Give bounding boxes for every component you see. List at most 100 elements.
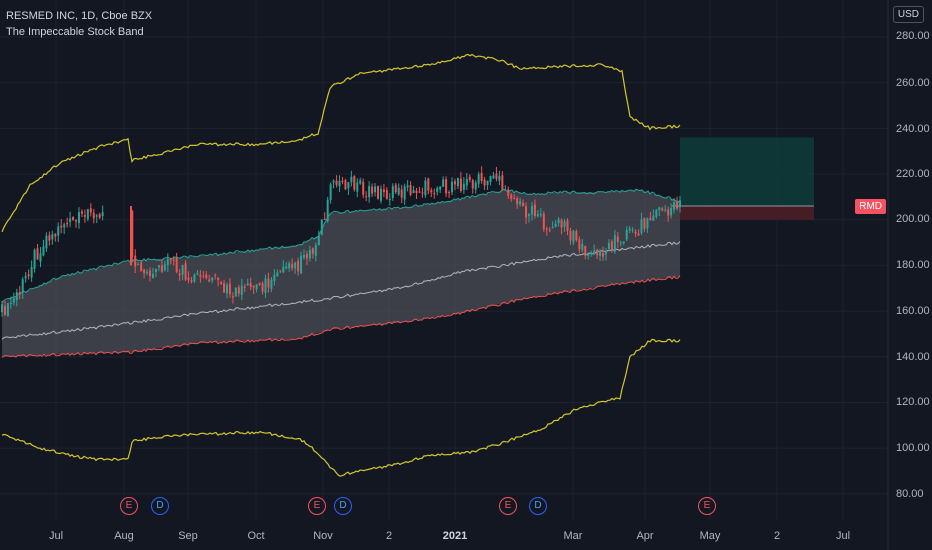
candle-body (95, 215, 98, 217)
candle (604, 247, 607, 261)
candle-body (72, 217, 75, 221)
earnings-event-marker[interactable]: E (698, 497, 716, 515)
candle (196, 270, 199, 276)
candle (160, 260, 163, 274)
candle (602, 246, 605, 261)
candle (415, 187, 418, 199)
candle (255, 283, 258, 293)
candle-body (542, 213, 545, 230)
candle-body (442, 179, 445, 187)
candle-body (36, 248, 39, 260)
candle (154, 268, 157, 278)
earnings-event-marker[interactable]: E (308, 497, 326, 515)
candle (522, 199, 525, 207)
candle-body (181, 265, 184, 275)
candle (548, 227, 551, 233)
candle (276, 269, 279, 277)
candle (368, 181, 371, 203)
candle (305, 250, 308, 266)
candle-body (607, 243, 610, 249)
candle (6, 302, 9, 317)
candle (282, 260, 285, 274)
candle (382, 183, 385, 198)
candle-body (154, 268, 157, 273)
candle-body (593, 250, 596, 254)
candle-body (575, 231, 578, 241)
candle (1, 300, 3, 317)
candle (613, 229, 616, 254)
candle (302, 249, 305, 260)
candle-body (101, 212, 104, 216)
candle (264, 274, 267, 298)
candle-body (427, 178, 430, 191)
lower-band-line (1, 275, 681, 358)
dividend-event-marker[interactable]: D (334, 497, 352, 515)
candle-body (240, 285, 243, 295)
candle-body (130, 206, 132, 266)
candle-body (465, 178, 468, 186)
candle (649, 211, 652, 221)
candle (83, 209, 86, 223)
candle-body (184, 263, 187, 280)
candle-body (480, 172, 483, 181)
x-tick-label: Oct (247, 530, 265, 542)
candle-body (249, 283, 252, 287)
earnings-event-marker[interactable]: E (120, 497, 138, 515)
candle (39, 246, 42, 268)
candle (190, 276, 193, 284)
candle (208, 274, 211, 283)
candle (477, 171, 480, 188)
candle (418, 186, 421, 194)
candle-body (335, 180, 338, 185)
candle-body (679, 200, 681, 208)
candle-body (486, 180, 489, 186)
candle (679, 195, 681, 213)
candle (66, 217, 69, 228)
candle (220, 280, 223, 285)
candle-body (273, 274, 276, 281)
x-tick-label: Jul (835, 530, 851, 542)
candle (261, 281, 264, 295)
candle-body (317, 235, 320, 246)
symbol-title[interactable]: RESMED INC, 1D, Cboe BZX (6, 10, 153, 22)
target-zone[interactable] (680, 137, 814, 207)
candle-body (557, 219, 560, 224)
candle (560, 218, 563, 235)
indicator-title[interactable]: The Impeccable Stock Band (6, 26, 144, 38)
candle (300, 251, 303, 274)
candle (273, 269, 276, 286)
candle-body (379, 188, 382, 201)
candle (528, 212, 531, 223)
currency-button[interactable]: USD (892, 6, 924, 23)
stop-zone[interactable] (680, 206, 814, 220)
candle (157, 264, 160, 272)
candle (353, 175, 356, 192)
candle-body (528, 214, 531, 216)
candle (285, 262, 288, 270)
candle (98, 212, 101, 220)
candle (45, 232, 48, 252)
candle-body (234, 287, 237, 297)
candle (205, 270, 208, 280)
candle-body (160, 265, 163, 272)
y-tick-label: 280.00 (896, 30, 930, 42)
candle (308, 245, 311, 262)
dividend-event-marker[interactable]: D (529, 497, 547, 515)
candle-body (15, 292, 18, 301)
candle-body (60, 225, 63, 228)
candle-body (311, 248, 314, 254)
candle (80, 209, 83, 218)
candle (427, 177, 430, 195)
dividend-event-marker[interactable]: D (151, 497, 169, 515)
candle-body (86, 209, 89, 219)
candle-body (134, 255, 137, 267)
candle-body (243, 286, 246, 288)
candle (377, 185, 380, 200)
candle-body (519, 200, 522, 205)
candle-body (548, 229, 551, 231)
candle-body (356, 182, 359, 192)
earnings-event-marker[interactable]: E (499, 497, 517, 515)
candle-body (302, 255, 305, 258)
candle-body (371, 186, 374, 194)
